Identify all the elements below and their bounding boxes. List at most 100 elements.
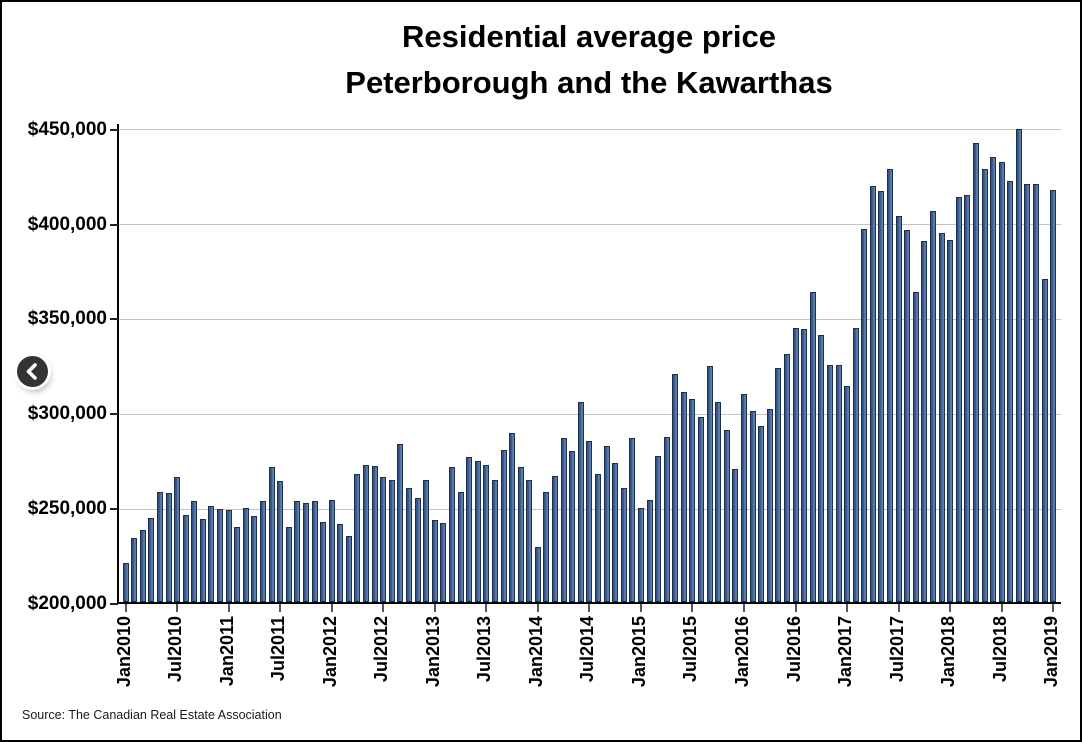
bar bbox=[904, 230, 911, 602]
bar bbox=[912, 291, 919, 602]
bar bbox=[655, 455, 662, 602]
x-axis-label: Jul2015 bbox=[680, 616, 701, 683]
bar bbox=[1007, 180, 1014, 602]
x-axis-tick bbox=[1000, 604, 1003, 612]
bar bbox=[217, 509, 223, 602]
x-axis-tick bbox=[124, 604, 127, 612]
bar bbox=[921, 240, 928, 602]
bar bbox=[569, 451, 576, 602]
bar bbox=[259, 501, 266, 602]
bar bbox=[311, 500, 318, 602]
y-axis-label: $200,000 bbox=[27, 593, 107, 614]
x-axis-label: Jul2018 bbox=[989, 616, 1010, 683]
bar bbox=[938, 233, 945, 602]
y-axis-tick bbox=[110, 603, 118, 605]
bar bbox=[990, 157, 997, 602]
bar bbox=[749, 411, 756, 602]
bar bbox=[543, 492, 550, 602]
x-axis-tick bbox=[691, 604, 694, 612]
chart-title: Residential average price Peterborough a… bbox=[117, 14, 1061, 106]
bar bbox=[1041, 278, 1048, 602]
bar bbox=[268, 467, 275, 602]
gridline bbox=[119, 413, 1061, 415]
x-axis-tick bbox=[330, 604, 333, 612]
source-note: Source: The Canadian Real Estate Associa… bbox=[22, 708, 282, 722]
bar bbox=[612, 462, 619, 602]
bar bbox=[380, 476, 387, 602]
x-axis-tick bbox=[485, 604, 488, 612]
bar bbox=[723, 430, 730, 602]
plot-area: $200,000 $250,000 $300,000 $350,000 $400,000… bbox=[28, 119, 1061, 687]
bar bbox=[320, 522, 327, 602]
bar bbox=[930, 211, 936, 602]
y-axis-tick bbox=[110, 318, 118, 321]
bar bbox=[620, 488, 627, 602]
bar bbox=[887, 169, 893, 602]
bar bbox=[517, 467, 524, 602]
x-axis-label: Jul2012 bbox=[371, 616, 392, 683]
x-axis-label: Jul2013 bbox=[474, 616, 495, 683]
bar bbox=[466, 456, 473, 602]
x-axis-label: Jan2015 bbox=[628, 616, 649, 688]
bar bbox=[131, 537, 138, 602]
carousel-prev-button[interactable] bbox=[17, 356, 48, 387]
bar bbox=[174, 476, 180, 602]
bar bbox=[345, 535, 352, 602]
x-axis-label: Jan2016 bbox=[732, 616, 752, 688]
bar bbox=[251, 515, 258, 602]
bar bbox=[208, 506, 215, 602]
bar bbox=[285, 527, 292, 602]
bar bbox=[371, 466, 378, 602]
x-axis-label: Jan2018 bbox=[938, 616, 959, 688]
x-axis-tick bbox=[536, 604, 539, 612]
bar bbox=[156, 492, 163, 602]
bar bbox=[715, 401, 722, 602]
y-axis-tick bbox=[110, 128, 118, 131]
bar bbox=[509, 433, 516, 602]
chart-title-line2: Peterborough and the Kawarthas bbox=[345, 65, 833, 100]
x-axis-label: Jul2014 bbox=[577, 616, 598, 683]
y-axis-tick bbox=[110, 413, 118, 416]
bar bbox=[706, 365, 713, 602]
bar bbox=[148, 517, 155, 602]
bar bbox=[414, 497, 421, 602]
x-axis-tick bbox=[794, 604, 797, 612]
bar bbox=[500, 450, 507, 602]
bar bbox=[122, 563, 129, 602]
bar bbox=[981, 168, 988, 602]
bar bbox=[1033, 183, 1039, 602]
x-axis-tick bbox=[743, 604, 745, 612]
gridline bbox=[119, 318, 1061, 320]
chevron-left-icon bbox=[17, 356, 48, 387]
bar bbox=[964, 195, 971, 602]
bar bbox=[758, 425, 765, 602]
y-axis-label: $400,000 bbox=[27, 213, 107, 235]
x-axis-tick bbox=[639, 604, 642, 612]
y-axis-tick bbox=[110, 508, 118, 511]
bar bbox=[801, 328, 808, 602]
x-axis-label: Jan2013 bbox=[422, 616, 443, 688]
bar bbox=[783, 354, 790, 602]
bar bbox=[242, 508, 249, 602]
bar bbox=[741, 394, 747, 602]
bar bbox=[672, 374, 679, 602]
bar bbox=[483, 465, 490, 602]
y-axis-tick bbox=[110, 223, 118, 226]
x-axis-label: Jan2017 bbox=[835, 616, 856, 688]
x-axis-label: Jan2014 bbox=[525, 616, 546, 688]
bar bbox=[878, 191, 885, 602]
bar bbox=[191, 500, 198, 602]
bar bbox=[577, 401, 584, 602]
bar bbox=[1015, 128, 1022, 602]
bar bbox=[277, 480, 284, 602]
bar bbox=[431, 519, 438, 602]
bar bbox=[294, 501, 301, 602]
bar bbox=[491, 479, 498, 602]
bar bbox=[818, 334, 825, 602]
bar bbox=[637, 508, 644, 602]
bar bbox=[225, 510, 232, 602]
bar bbox=[534, 547, 541, 602]
bar bbox=[809, 291, 816, 602]
bar bbox=[552, 475, 558, 602]
